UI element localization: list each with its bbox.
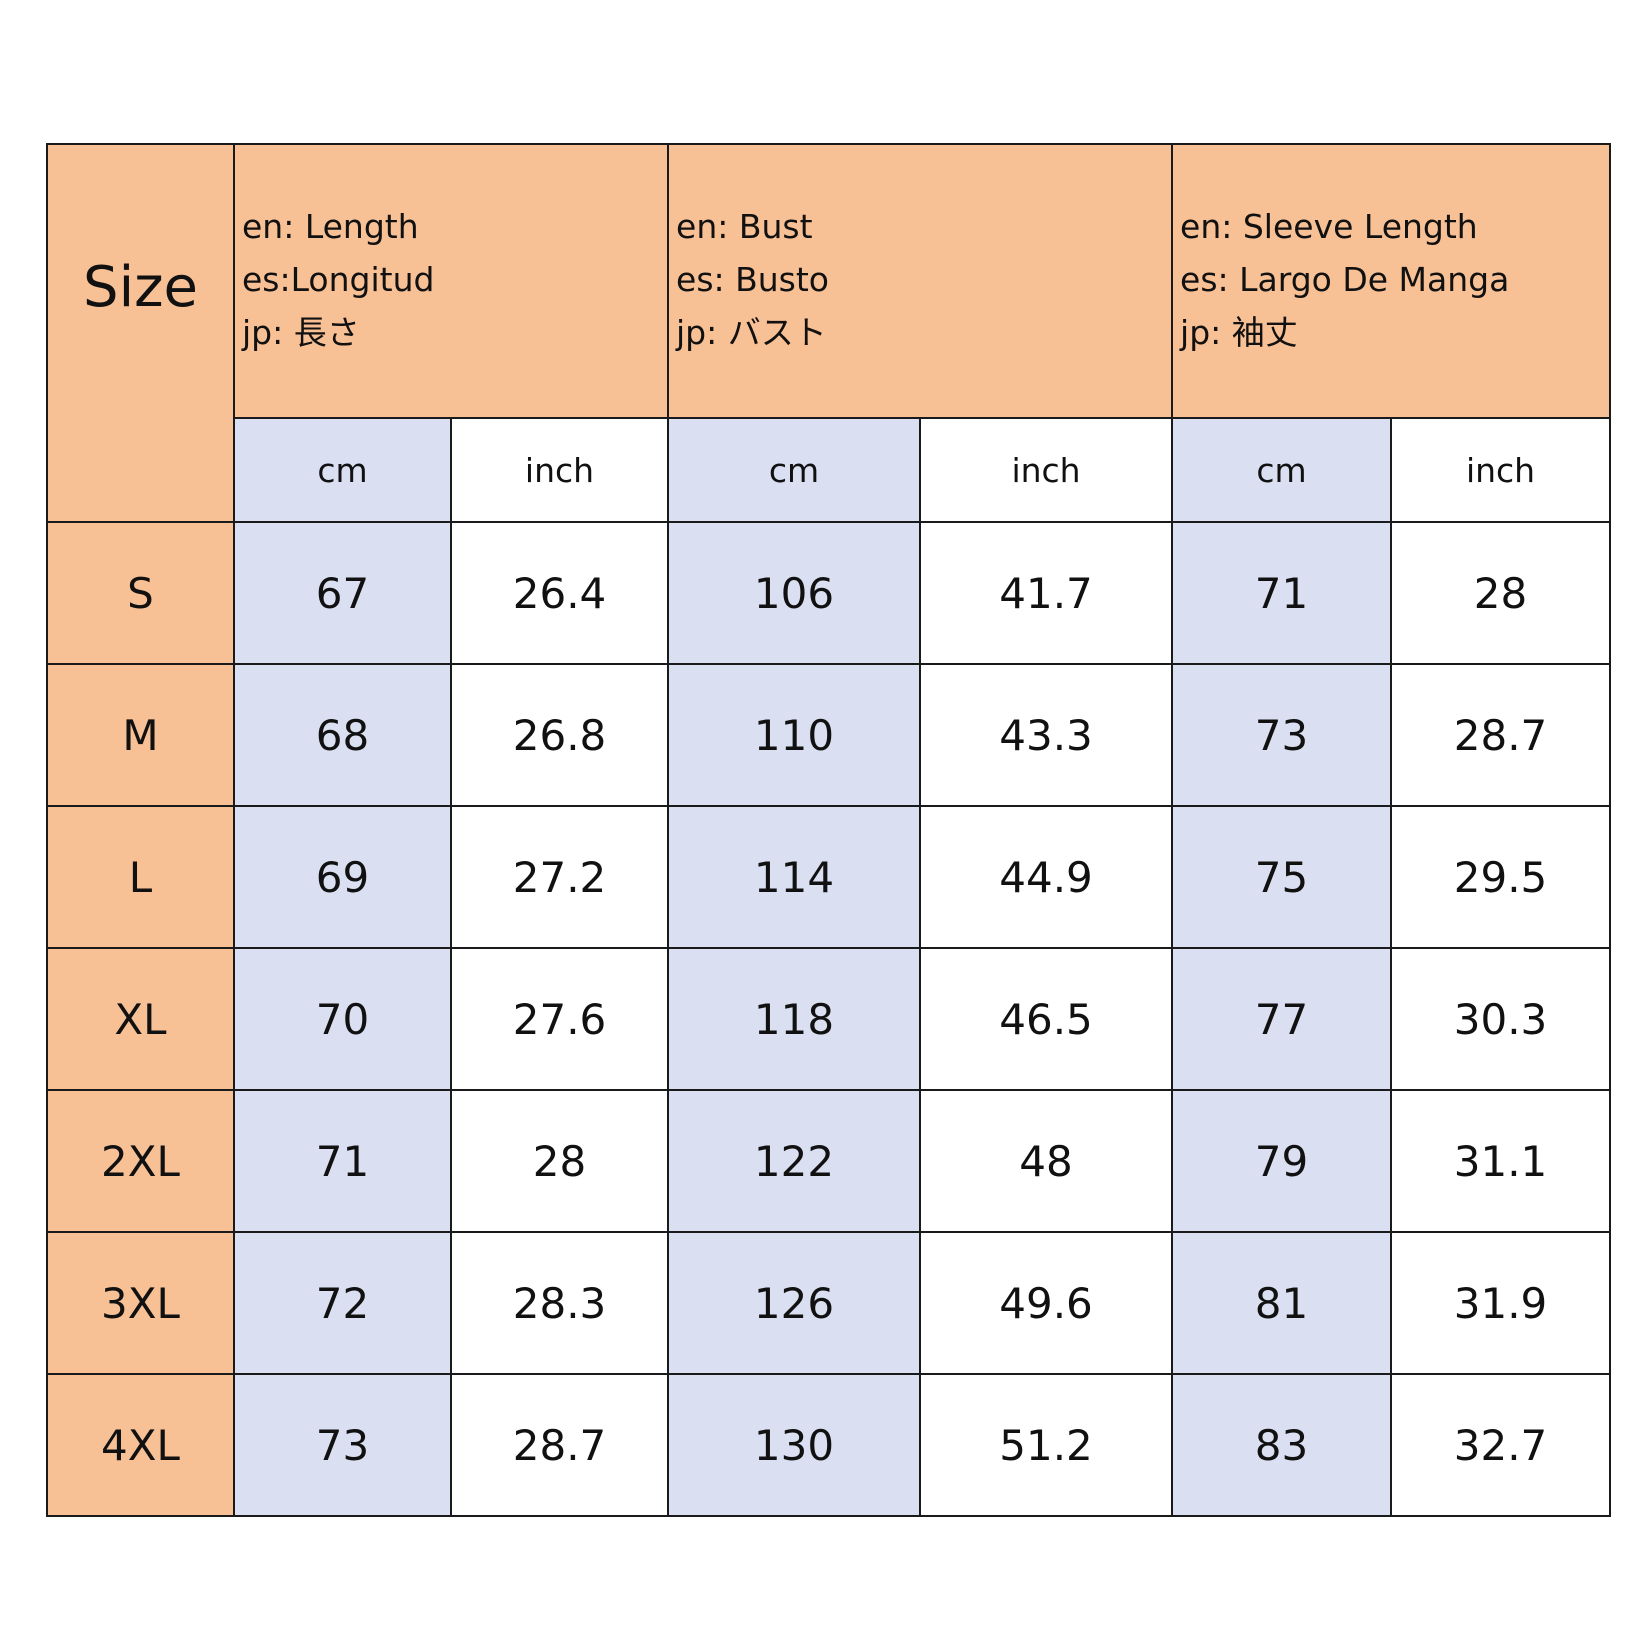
cm-value-cell: 71 <box>1171 521 1393 665</box>
inch-value-cell: 31.1 <box>1390 1089 1612 1233</box>
length-header-jp: jp: 長さ <box>242 313 360 352</box>
inch-value-cell: 27.2 <box>449 805 670 949</box>
size-label: 3XL <box>46 1231 235 1375</box>
cm-value-cell: 70 <box>233 947 452 1091</box>
cm-value-cell: 110 <box>667 663 922 807</box>
cm-value-cell: 122 <box>667 1089 922 1233</box>
unit-header-cell: inch <box>919 417 1174 523</box>
bust-group-header: en: Bust es: Busto jp: バスト <box>667 143 1174 419</box>
inch-value-cell: 44.9 <box>919 805 1174 949</box>
table-row: L 69 27.2 114 44.9 75 29.5 <box>46 805 1612 949</box>
inch-value-cell: 31.9 <box>1390 1231 1612 1375</box>
cm-value-cell: 73 <box>233 1373 452 1517</box>
unit-row: cm inch cm inch cm inch <box>47 417 1612 523</box>
sleeve-header-jp: jp: 袖丈 <box>1180 313 1298 352</box>
inch-value-cell: 28.7 <box>449 1373 670 1517</box>
inch-value-cell: 41.7 <box>919 521 1174 665</box>
inch-value-cell: 28.3 <box>449 1231 670 1375</box>
cm-value-cell: 126 <box>667 1231 922 1375</box>
inch-value-cell: 28 <box>1390 521 1612 665</box>
inch-value-cell: 30.3 <box>1390 947 1612 1091</box>
inch-value-cell: 27.6 <box>449 947 670 1091</box>
size-label: 4XL <box>46 1373 235 1517</box>
inch-value-cell: 26.4 <box>449 521 670 665</box>
inch-value-cell: 49.6 <box>919 1231 1174 1375</box>
unit-header-cell: cm <box>667 417 922 523</box>
inch-value-cell: 51.2 <box>919 1373 1174 1517</box>
cm-value-cell: 72 <box>233 1231 452 1375</box>
inch-value-cell: 43.3 <box>919 663 1174 807</box>
size-label: M <box>46 663 235 807</box>
size-label: L <box>46 805 235 949</box>
table-row: 2XL 71 28 122 48 79 31.1 <box>46 1089 1612 1233</box>
cm-value-cell: 68 <box>233 663 452 807</box>
cm-value-cell: 130 <box>667 1373 922 1517</box>
cm-value-cell: 71 <box>233 1089 452 1233</box>
cm-value-cell: 106 <box>667 521 922 665</box>
bust-header-en: en: Bust <box>676 207 813 246</box>
size-label: S <box>46 521 235 665</box>
cm-value-cell: 77 <box>1171 947 1393 1091</box>
cm-value-cell: 69 <box>233 805 452 949</box>
table-row: S 67 26.4 106 41.7 71 28 <box>46 521 1612 665</box>
cm-value-cell: 67 <box>233 521 452 665</box>
cm-value-cell: 114 <box>667 805 922 949</box>
table-row: 4XL 73 28.7 130 51.2 83 32.7 <box>46 1373 1612 1517</box>
sleeve-header-en: en: Sleeve Length <box>1180 207 1478 246</box>
inch-value-cell: 48 <box>919 1089 1174 1233</box>
inch-value-cell: 46.5 <box>919 947 1174 1091</box>
inch-value-cell: 28 <box>449 1089 670 1233</box>
header-row: Size en: Length es:Longitud jp: 長さ en: B… <box>46 143 1612 523</box>
length-group-header: en: Length es:Longitud jp: 長さ <box>232 143 670 419</box>
inch-value-cell: 29.5 <box>1390 805 1612 949</box>
table-row: M 68 26.8 110 43.3 73 28.7 <box>46 663 1612 807</box>
size-column-header: Size <box>46 143 235 523</box>
inch-value-cell: 28.7 <box>1390 663 1612 807</box>
unit-header-cell: cm <box>233 417 452 523</box>
cm-value-cell: 73 <box>1171 663 1393 807</box>
bust-header-jp: jp: バスト <box>676 313 827 352</box>
table-row: 3XL 72 28.3 126 49.6 81 31.9 <box>46 1231 1612 1375</box>
cm-value-cell: 75 <box>1171 805 1393 949</box>
size-label: XL <box>46 947 235 1091</box>
inch-value-cell: 26.8 <box>449 663 670 807</box>
bust-header-es: es: Busto <box>676 260 829 299</box>
cm-value-cell: 83 <box>1171 1373 1393 1517</box>
unit-header-cell: inch <box>1390 417 1612 523</box>
sleeve-length-group-header: en: Sleeve Length es: Largo De Manga jp:… <box>1171 143 1612 419</box>
unit-header-cell: cm <box>1171 417 1393 523</box>
unit-header-cell: inch <box>449 417 670 523</box>
length-header-es: es:Longitud <box>242 260 435 299</box>
sleeve-header-es: es: Largo De Manga <box>1180 260 1510 299</box>
length-header-en: en: Length <box>242 207 419 246</box>
inch-value-cell: 32.7 <box>1390 1373 1612 1517</box>
size-chart-table: Size en: Length es:Longitud jp: 長さ en: B… <box>46 143 1612 1517</box>
table-row: XL 70 27.6 118 46.5 77 30.3 <box>46 947 1612 1091</box>
cm-value-cell: 81 <box>1171 1231 1393 1375</box>
cm-value-cell: 79 <box>1171 1089 1393 1233</box>
size-label: 2XL <box>46 1089 235 1233</box>
cm-value-cell: 118 <box>667 947 922 1091</box>
